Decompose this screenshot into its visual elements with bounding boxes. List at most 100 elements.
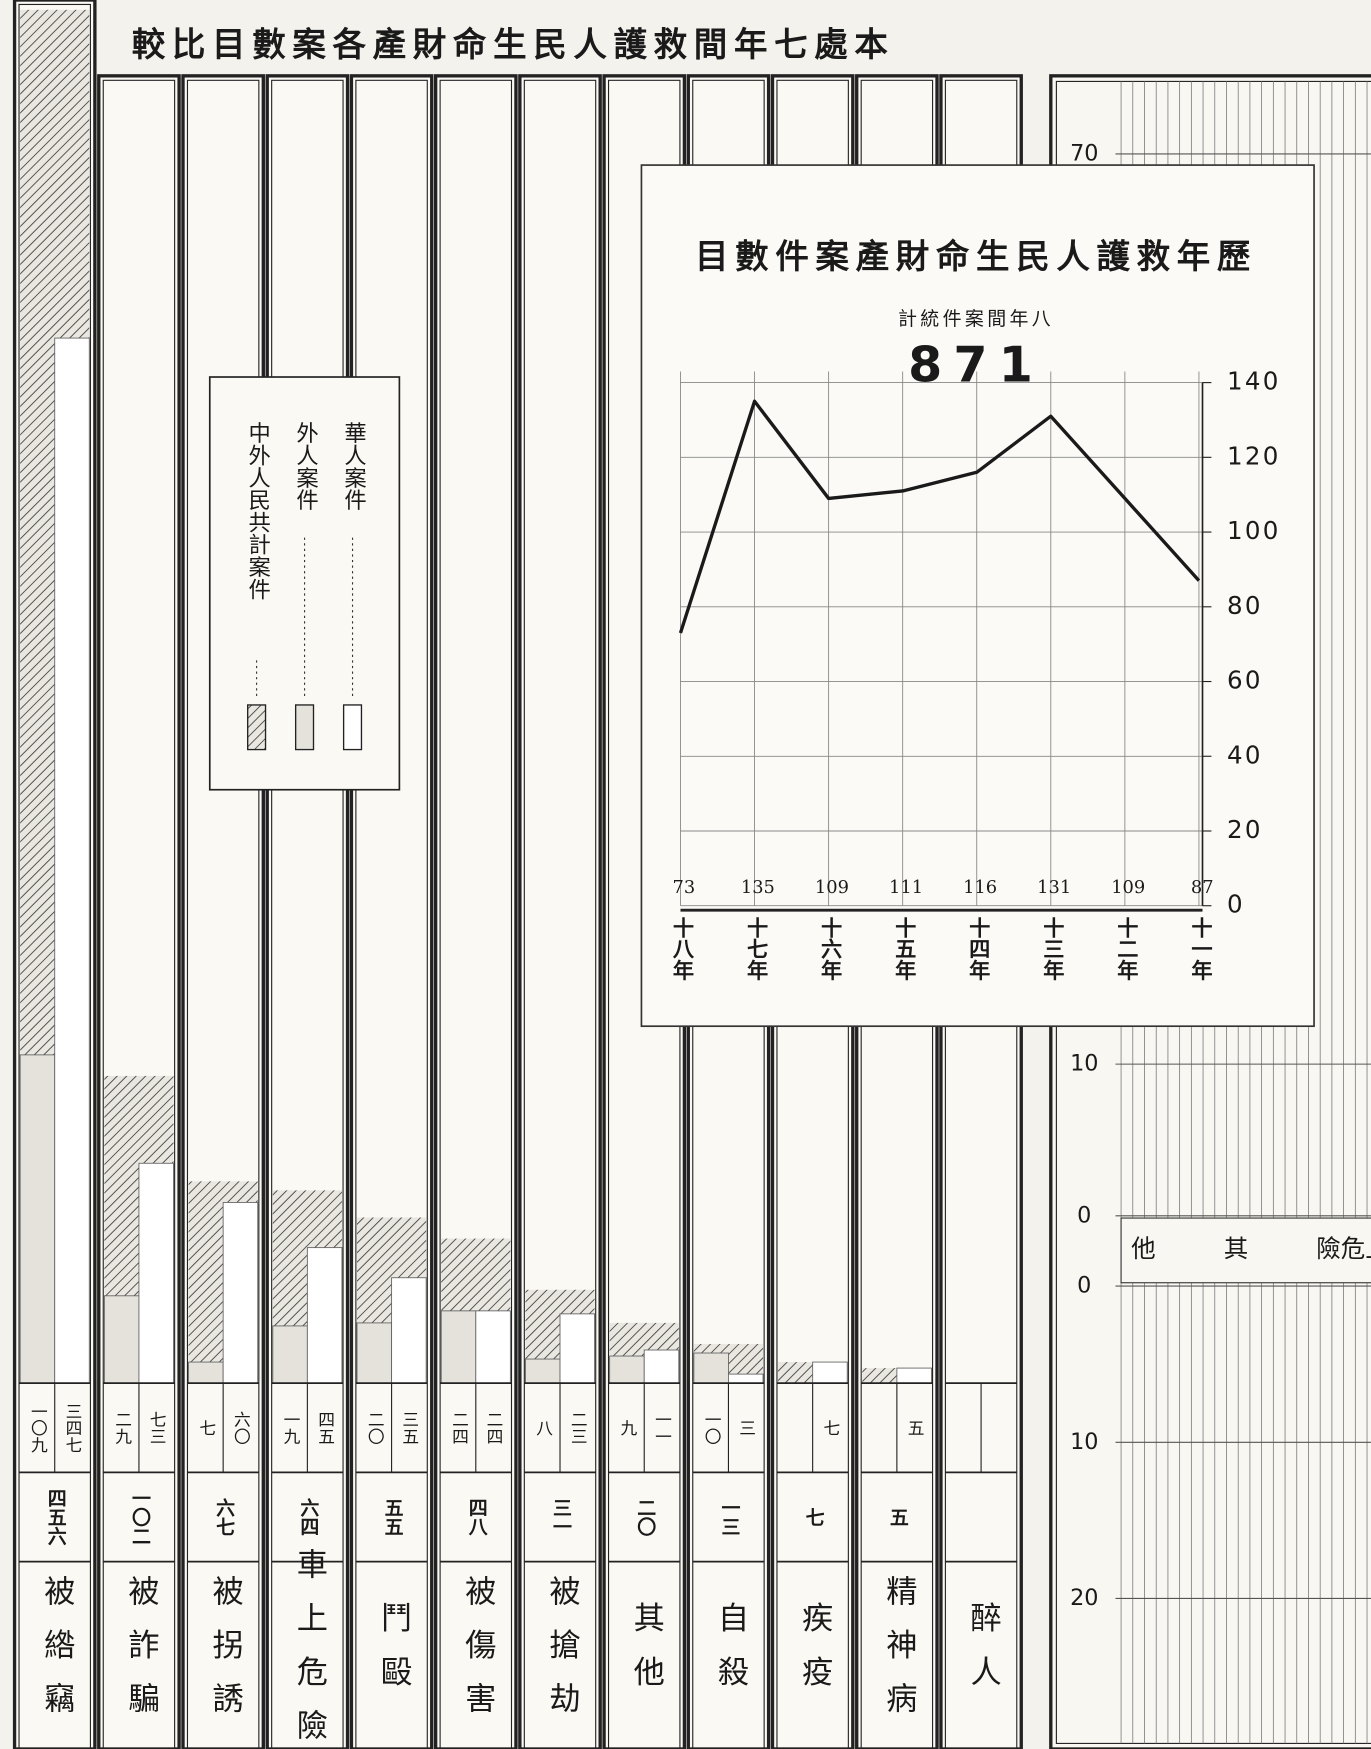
category-label: 被綹竊	[38, 1575, 75, 1736]
panel-tick-label: 0	[1077, 1202, 1091, 1228]
x-tick-label: 十一年	[1188, 917, 1213, 981]
panel-category: 其	[1224, 1234, 1249, 1263]
bar	[440, 1310, 477, 1384]
x-tick-label: 十七年	[744, 917, 769, 981]
value-label: 109	[815, 877, 849, 898]
value-label: 73	[672, 877, 695, 898]
category-label: 自殺	[712, 1602, 749, 1709]
panel-label-band	[1120, 1217, 1371, 1284]
column-frame-inner	[186, 79, 260, 1749]
value-label: 一一	[652, 1411, 672, 1444]
value-label: 六〇	[231, 1411, 251, 1445]
value-label: 三四七	[63, 1403, 83, 1453]
y-tick-label: 60	[1227, 666, 1263, 695]
total-label: 一三	[718, 1498, 740, 1536]
bar	[727, 1373, 764, 1384]
x-tick-label: 十六年	[818, 917, 843, 981]
total-label: 六七	[213, 1497, 235, 1536]
category-label: 車上危險	[291, 1548, 328, 1749]
category-label: 疾疫	[796, 1602, 832, 1709]
total-label: 五五	[382, 1498, 404, 1536]
total-label: 三一	[550, 1498, 572, 1536]
value-label: 135	[741, 877, 775, 898]
column-frame	[181, 74, 265, 1749]
y-tick-label: 140	[1227, 367, 1280, 396]
x-tick-label: 十四年	[966, 917, 991, 981]
legend-swatch	[247, 704, 267, 751]
value-label: 七	[821, 1419, 841, 1436]
column-frame-inner	[523, 79, 597, 1749]
legend-label: 外人案件	[293, 421, 319, 511]
inset-total: 871	[908, 336, 1044, 394]
y-tick-label: 0	[1227, 890, 1245, 919]
legend-swatch	[342, 704, 363, 751]
y-tick-label: 100	[1227, 516, 1280, 545]
bar	[812, 1361, 848, 1384]
bar	[559, 1313, 596, 1384]
total-label: 七	[803, 1507, 825, 1526]
bar	[896, 1367, 932, 1384]
column-frame-inner	[439, 79, 513, 1749]
bar	[188, 1361, 224, 1384]
value-label: 一〇九	[28, 1403, 48, 1453]
legend-label: 華人案件	[341, 421, 367, 511]
category-label: 被拐誘	[207, 1575, 244, 1736]
panel-tick-label: 70	[1070, 140, 1098, 166]
total-label: 一〇二	[129, 1489, 151, 1546]
y-tick-label: 80	[1227, 591, 1263, 620]
legend-label: 中外人民共計案件	[245, 421, 271, 600]
value-label: 131	[1037, 877, 1071, 898]
value-label: 87	[1191, 877, 1214, 898]
value-label: 七三	[147, 1411, 167, 1445]
bar	[272, 1325, 308, 1384]
column-frame-inner	[355, 79, 428, 1749]
panel-tick-label: 0	[1077, 1273, 1091, 1299]
value-label: 四五	[316, 1411, 336, 1444]
category-label: 鬥毆	[375, 1602, 411, 1709]
x-tick-label: 十五年	[892, 917, 917, 981]
value-label: 111	[889, 877, 923, 898]
total-label: 二〇	[634, 1498, 656, 1536]
category-label: 醉人	[965, 1602, 1001, 1709]
bar	[138, 1162, 174, 1384]
value-label: 二三	[568, 1411, 588, 1444]
inset-title: 目數件案產財命生民人護救年歷	[695, 237, 1257, 276]
bar	[19, 1054, 56, 1384]
legend-swatch	[294, 704, 315, 751]
x-tick-label: 十八年	[670, 917, 695, 981]
value-label: 109	[1111, 877, 1145, 898]
value-label: 二〇	[365, 1411, 385, 1444]
category-label: 精神病	[880, 1575, 917, 1736]
value-label: 一九	[281, 1411, 301, 1444]
panel-category: 他	[1131, 1234, 1156, 1263]
page-title: 較比目數案各產財命生民人護救間年七處本	[132, 25, 895, 64]
bar	[356, 1322, 393, 1384]
total-label: 四八	[466, 1498, 488, 1536]
bar	[103, 1295, 140, 1384]
column-frame-inner	[18, 3, 91, 1749]
total-label: 五	[887, 1508, 909, 1527]
value-label: 二四	[484, 1411, 504, 1444]
value-label: 116	[963, 877, 997, 898]
category-label: 被搶劫	[544, 1575, 581, 1736]
category-label: 其他	[628, 1602, 665, 1709]
x-tick-label: 十三年	[1040, 917, 1065, 981]
total-label: 六四	[297, 1497, 319, 1536]
bar	[391, 1277, 427, 1384]
bar	[609, 1355, 645, 1384]
panel-tick-label: 10	[1070, 1429, 1098, 1455]
value-label: 七	[197, 1419, 217, 1436]
value-label: 五	[905, 1419, 925, 1436]
line	[678, 399, 1201, 634]
panel-tick-label: 10	[1070, 1051, 1098, 1077]
value-label: 二九	[113, 1411, 133, 1444]
y-tick-label: 20	[1227, 815, 1263, 844]
y-tick-label: 120	[1227, 441, 1280, 470]
value-label: 九	[618, 1419, 638, 1436]
y-tick-label: 40	[1227, 740, 1263, 769]
bar	[222, 1201, 259, 1384]
category-label: 被詐騙	[122, 1575, 159, 1736]
bar	[643, 1349, 680, 1384]
value-label: 一〇	[702, 1411, 722, 1444]
